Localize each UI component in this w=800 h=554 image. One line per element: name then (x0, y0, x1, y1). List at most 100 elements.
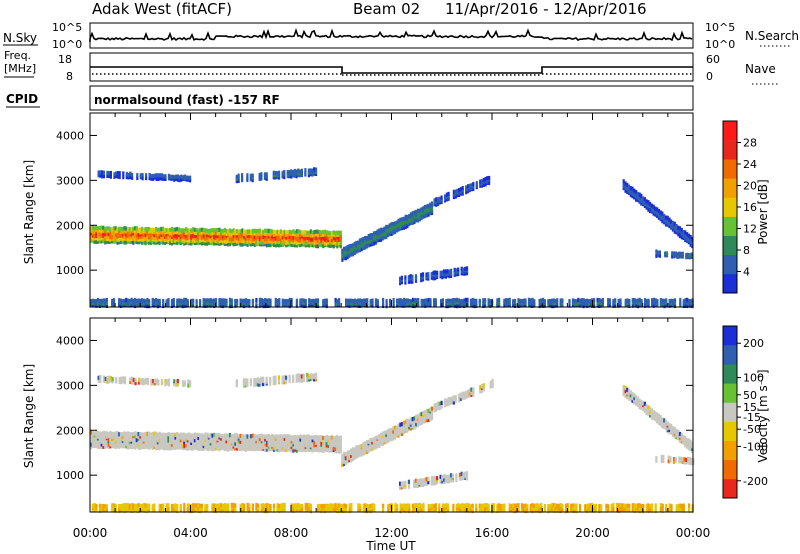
echo-cell (631, 297, 634, 303)
echo-cell (654, 206, 657, 211)
echo-cell (464, 271, 467, 276)
echo-cell (482, 301, 485, 306)
echo-cell (640, 193, 643, 198)
echo-cell (371, 446, 374, 451)
echo-cell (677, 429, 680, 434)
echo-cell (91, 434, 94, 439)
echo-cell (286, 172, 289, 177)
echo-cell (264, 242, 267, 247)
echo-cell (188, 241, 191, 246)
echo-cell (334, 441, 337, 446)
echo-cell (304, 301, 307, 306)
echo-cell (403, 503, 406, 508)
echo-cell (169, 432, 172, 437)
echo-cell (415, 505, 418, 510)
echo-cell (637, 300, 640, 305)
echo-cell (119, 439, 123, 444)
echo-cell (281, 298, 284, 303)
echo-cell (456, 193, 459, 198)
echo-cell (371, 440, 374, 445)
echo-cell (197, 231, 200, 236)
echo-cell (385, 301, 388, 306)
echo-cell (179, 441, 182, 446)
echo-cell (299, 233, 302, 238)
echo-cell (125, 505, 128, 510)
echo-cell (341, 503, 344, 508)
echo-cell (531, 503, 534, 508)
echo-cell (199, 231, 202, 236)
echo-cell (425, 479, 428, 484)
echo-cell (139, 503, 142, 509)
echo-cell (681, 459, 684, 464)
echo-cell (457, 503, 460, 508)
echo-cell (199, 433, 202, 438)
echo-cell (135, 503, 138, 508)
echo-cell (350, 243, 353, 249)
echo-cell (206, 444, 209, 449)
echo-cell (422, 212, 425, 217)
echo-cell (119, 508, 123, 513)
echo-cell (427, 300, 430, 305)
echo-cell (186, 443, 189, 448)
echo-cell (91, 231, 94, 236)
echo-cell (627, 189, 631, 194)
echo-cell (438, 401, 441, 406)
echo-cell (336, 238, 339, 243)
echo-cell (358, 245, 361, 251)
echo-cell (165, 440, 168, 446)
echo-cell (148, 172, 151, 178)
echo-cell (329, 503, 332, 508)
echo-cell (452, 192, 455, 197)
echo-cell (631, 392, 634, 397)
echo-cell (98, 232, 101, 237)
echo-cell (673, 221, 676, 226)
echo-cell (420, 482, 423, 487)
echo-cell (111, 234, 114, 240)
echo-cell (216, 443, 219, 448)
colorbar-cell (723, 159, 737, 179)
echo-cell (95, 504, 98, 509)
echo-cell (269, 444, 272, 450)
echo-cell (550, 506, 553, 511)
echo-cell (362, 446, 365, 451)
echo-cell (149, 227, 152, 233)
echo-cell (276, 229, 279, 234)
echo-cell (141, 377, 144, 382)
echo-cell (538, 503, 541, 509)
echo-cell (554, 503, 557, 508)
echo-cell (177, 443, 181, 448)
nsearch-tick-low: 10^0 (705, 38, 735, 51)
echo-cell (304, 505, 307, 510)
echo-cell (216, 239, 219, 244)
echo-cell (276, 299, 279, 304)
echo-cell (364, 503, 367, 508)
echo-cell (139, 378, 142, 383)
echo-cell (482, 506, 485, 511)
echo-cell (374, 233, 377, 238)
freq-label: Freq. (4, 49, 31, 62)
echo-cell (188, 435, 191, 440)
echo-cell (353, 249, 356, 254)
echo-cell (365, 440, 369, 445)
echo-cell (195, 503, 198, 508)
echo-cell (253, 228, 256, 233)
echo-cell (192, 503, 195, 508)
echo-cell (627, 396, 631, 401)
echo-cell (404, 480, 407, 485)
echo-cell (464, 503, 467, 508)
echo-cell (90, 234, 93, 239)
echo-cell (176, 174, 179, 179)
echo-cell (341, 253, 344, 258)
echo-cell (272, 434, 276, 439)
echo-cell (139, 445, 142, 450)
echo-cell (137, 508, 140, 514)
echo-cell (123, 232, 126, 237)
echo-cell (221, 298, 225, 303)
echo-cell (315, 229, 318, 234)
echo-cell (529, 503, 532, 509)
echo-cell (174, 227, 177, 232)
echo-cell (141, 508, 144, 513)
echo-cell (637, 304, 640, 309)
echo-cell (556, 303, 559, 308)
echo-cell (409, 422, 412, 427)
